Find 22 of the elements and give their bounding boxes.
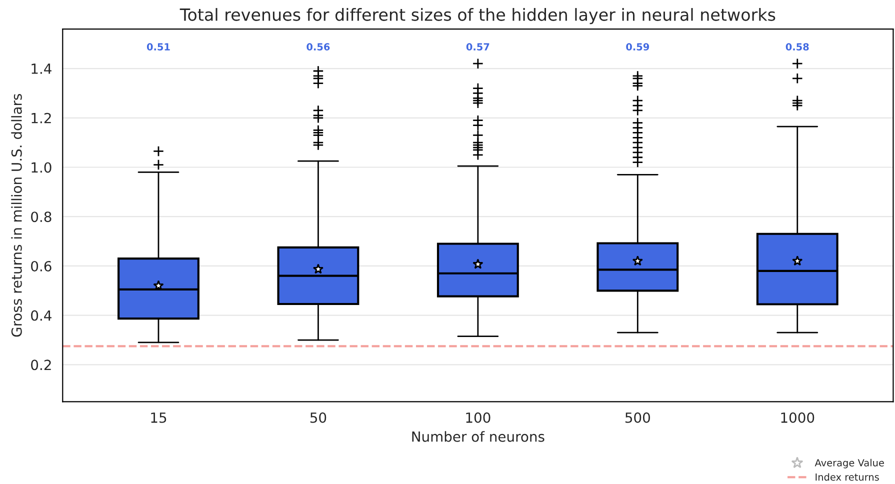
x-axis-title: Number of neurons: [412, 431, 544, 442]
legend-label: Index returns: [816, 473, 879, 481]
annotation: 0.57: [466, 43, 490, 50]
annotation: 0.58: [786, 43, 809, 50]
x-tick-label: 50: [310, 412, 326, 423]
text: Average Value: [814, 458, 884, 468]
x-tick-label: 500: [625, 412, 650, 423]
annotation: 0.51: [146, 43, 170, 50]
annotation: 0.59: [626, 43, 650, 50]
y-tick-label: 0.4: [31, 310, 52, 321]
y-axis-title: Gross returns in million U.S. dollars: [11, 94, 22, 337]
y-tick-label: 0.6: [31, 260, 52, 272]
x-tick-label: 15: [151, 412, 166, 423]
y-tick-label: 1.2: [32, 112, 51, 124]
y-tick-label: 1.4: [32, 64, 52, 74]
annotation: 0.56: [306, 43, 330, 50]
y-tick-label: 1.0: [32, 162, 52, 173]
y-tick-label: 0.8: [31, 212, 52, 222]
y-tick-label: 0.2: [31, 360, 51, 370]
x-tick-label: 100: [466, 412, 490, 423]
x-tick-label: 1000: [781, 412, 814, 423]
chart-title: Total revenues for different sizes of the hidden layer in neural networks: [180, 8, 776, 24]
